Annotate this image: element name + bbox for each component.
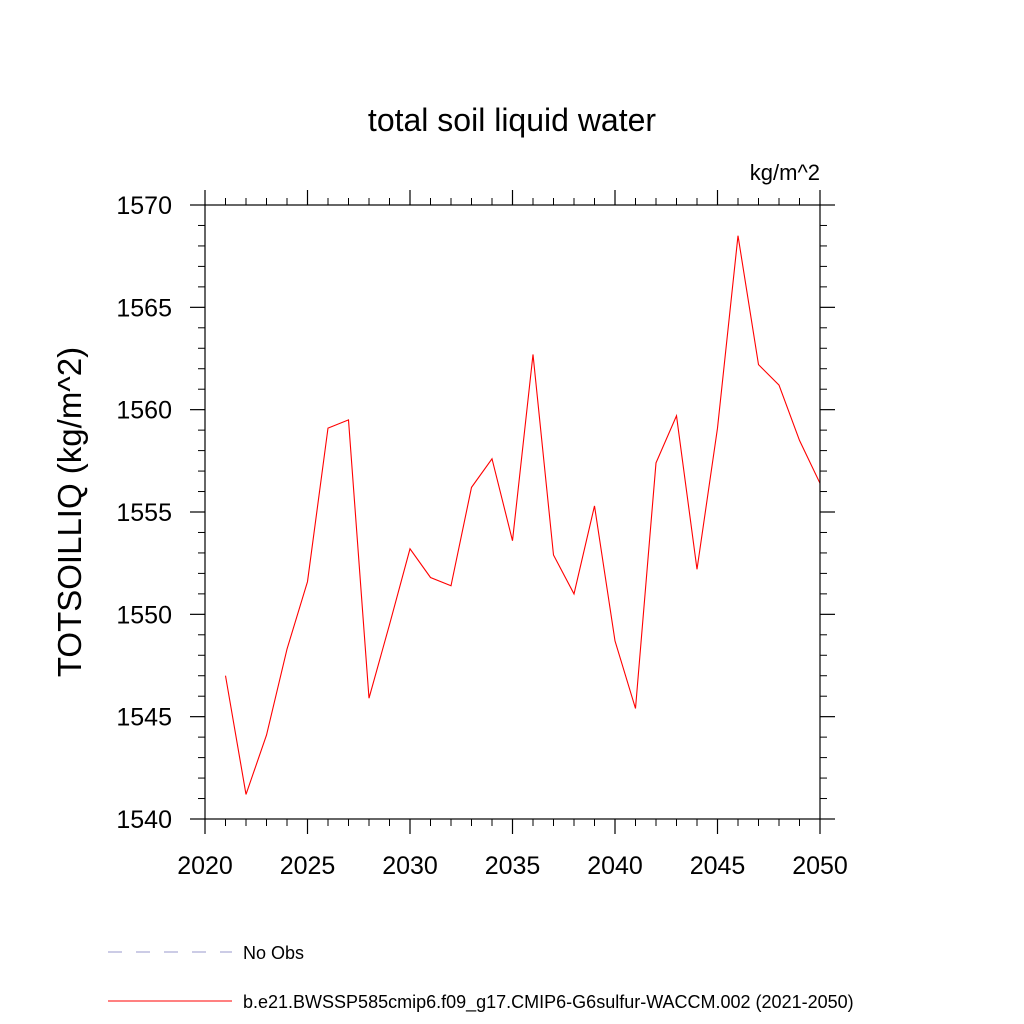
y-tick-label: 1545 xyxy=(116,704,172,732)
x-tick-label: 2035 xyxy=(485,852,541,880)
plot-frame xyxy=(204,204,821,820)
x-tick-label: 2025 xyxy=(280,852,336,880)
y-axis-label: TOTSOILLIQ (kg/m^2) xyxy=(51,347,88,677)
y-tick-label: 1570 xyxy=(116,192,172,220)
y-tick-label: 1540 xyxy=(116,806,172,834)
y-tick-label: 1565 xyxy=(116,294,172,322)
legend-label: b.e21.BWSSP585cmip6.f09_g17.CMIP6-G6sulf… xyxy=(243,992,854,1013)
y-tick-label: 1560 xyxy=(116,397,172,425)
x-tick-label: 2045 xyxy=(690,852,746,880)
x-tick-label: 2030 xyxy=(382,852,438,880)
series-line xyxy=(224,235,821,795)
x-tick-label: 2020 xyxy=(177,852,233,880)
legend-label: No Obs xyxy=(243,943,304,963)
chart-title: total soil liquid water xyxy=(368,102,656,138)
x-tick-label: 2040 xyxy=(587,852,643,880)
axis-ticks: 2020 2025 2030 2035 2040 2045 2050 1540 1545 1550… xyxy=(116,190,848,880)
y-tick-label: 1555 xyxy=(116,499,172,527)
units-label: kg/m^2 xyxy=(750,160,820,185)
x-tick-label: 2050 xyxy=(792,852,848,880)
legend: No Obs b.e21.BWSSP585cmip6.f09_g17.CMIP6-… xyxy=(108,943,854,1013)
y-tick-label: 1550 xyxy=(116,601,172,629)
plot-area xyxy=(224,235,821,795)
